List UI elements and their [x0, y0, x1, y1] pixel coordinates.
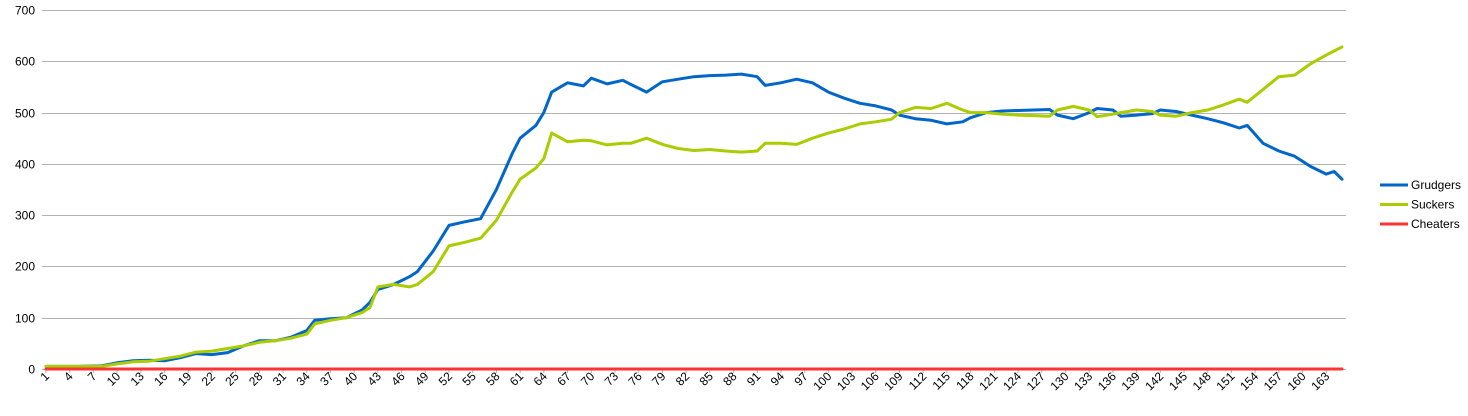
x-tick-label: 85 — [697, 369, 717, 389]
y-tick-label: 300 — [15, 209, 35, 223]
x-tick-label: 22 — [199, 369, 219, 389]
x-tick-label: 70 — [578, 369, 598, 389]
y-axis-ticks: 0 100 200 300 400 500 600 700 — [15, 4, 35, 377]
x-tick-label: 151 — [1213, 369, 1237, 393]
x-tick-label: 7 — [85, 369, 100, 384]
series-lines — [44, 45, 1344, 371]
series-line-grudgers — [44, 72, 1344, 368]
x-tick-label: 13 — [128, 369, 148, 389]
x-tick-label: 19 — [175, 369, 195, 389]
grid-lines — [42, 10, 1346, 370]
x-tick-label: 55 — [459, 369, 479, 389]
x-tick-label: 154 — [1237, 369, 1261, 393]
x-tick-label: 157 — [1261, 369, 1285, 393]
x-tick-label: 34 — [294, 369, 314, 389]
x-tick-label: 37 — [317, 369, 337, 389]
x-tick-label: 31 — [270, 369, 290, 389]
x-tick-label: 127 — [1024, 369, 1048, 393]
x-tick-label: 67 — [554, 369, 574, 389]
x-tick-label: 64 — [531, 369, 551, 389]
x-tick-label: 16 — [151, 369, 171, 389]
x-tick-label: 61 — [507, 369, 527, 389]
legend-label-suckers: Suckers — [1411, 198, 1454, 212]
x-tick-label: 76 — [625, 369, 645, 389]
x-tick-label: 124 — [1000, 369, 1024, 393]
series-line-suckers — [44, 45, 1344, 368]
x-tick-label: 28 — [246, 369, 266, 389]
x-tick-label: 79 — [649, 369, 669, 389]
x-tick-label: 130 — [1048, 369, 1072, 393]
x-tick-label: 88 — [720, 369, 740, 389]
x-tick-label: 73 — [602, 369, 622, 389]
x-tick-label: 106 — [858, 369, 882, 393]
y-tick-label: 0 — [28, 363, 35, 377]
legend-label-grudgers: Grudgers — [1411, 178, 1461, 192]
x-tick-label: 58 — [483, 369, 503, 389]
legend-label-cheaters: Cheaters — [1411, 217, 1460, 231]
x-tick-label: 40 — [341, 369, 361, 389]
x-tick-label: 10 — [104, 369, 124, 389]
x-tick-label: 52 — [436, 369, 456, 389]
y-tick-label: 700 — [15, 4, 35, 18]
y-tick-label: 600 — [15, 55, 35, 69]
x-tick-label: 160 — [1285, 369, 1309, 393]
y-tick-label: 100 — [15, 312, 35, 326]
x-tick-label: 142 — [1142, 369, 1166, 393]
x-tick-label: 94 — [768, 369, 788, 389]
x-tick-label: 49 — [412, 369, 432, 389]
x-tick-label: 136 — [1095, 369, 1119, 393]
x-tick-label: 1 — [37, 369, 52, 384]
x-tick-label: 25 — [222, 369, 242, 389]
x-tick-label: 103 — [834, 369, 858, 393]
x-tick-label: 109 — [882, 369, 906, 393]
x-tick-label: 112 — [906, 369, 930, 393]
x-tick-label: 4 — [61, 369, 76, 384]
x-tick-label: 148 — [1190, 369, 1214, 393]
x-tick-label: 115 — [930, 369, 954, 393]
legend: Grudgers Suckers Cheaters — [1380, 178, 1461, 231]
x-tick-label: 43 — [365, 369, 385, 389]
x-tick-label: 163 — [1308, 369, 1332, 393]
y-tick-label: 200 — [15, 260, 35, 274]
x-tick-label: 118 — [953, 369, 977, 393]
x-tick-label: 82 — [673, 369, 693, 389]
x-axis-ticks: 1 4 7 10 13 16 19 22 25 28 31 34 37 40 43 46 49 52 55 58 61 6… — [37, 369, 1332, 393]
x-tick-label: 145 — [1166, 369, 1190, 393]
x-tick-label: 97 — [791, 369, 811, 389]
x-tick-label: 91 — [744, 369, 764, 389]
x-tick-label: 133 — [1071, 369, 1095, 393]
x-tick-label: 139 — [1119, 369, 1143, 393]
y-tick-label: 500 — [15, 107, 35, 121]
x-tick-label: 121 — [976, 369, 1000, 393]
y-tick-label: 400 — [15, 158, 35, 172]
x-tick-label: 100 — [810, 369, 834, 393]
x-tick-label: 46 — [388, 369, 408, 389]
